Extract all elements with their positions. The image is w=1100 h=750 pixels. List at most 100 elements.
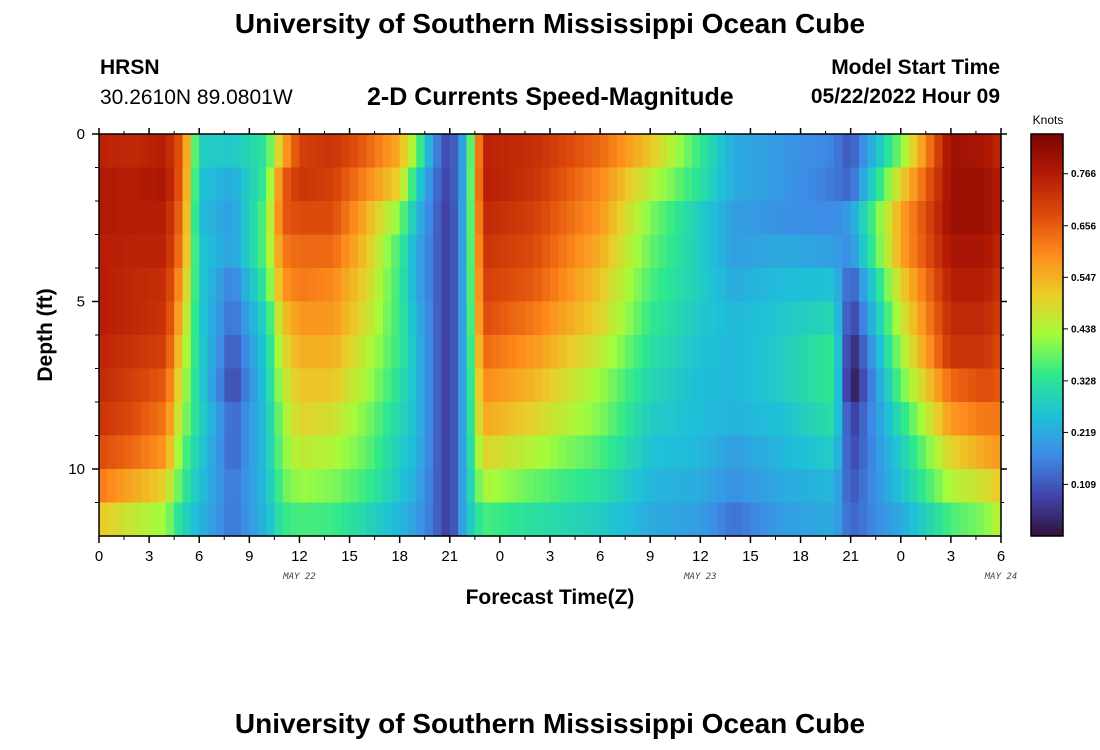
heatmap-cell [408, 301, 417, 336]
heatmap-cell [224, 435, 234, 470]
heatmap-cell [474, 469, 484, 504]
heatmap-cell [583, 335, 593, 370]
heatmap-cell [792, 469, 802, 504]
heatmap-cell [174, 335, 184, 370]
footer-title: University of Southern Mississippi Ocean… [234, 708, 866, 739]
heatmap-cell [207, 134, 217, 169]
heatmap-cell [875, 234, 885, 269]
heatmap-cell [717, 201, 726, 236]
heatmap-cell [215, 301, 225, 336]
heatmap-cell [149, 402, 159, 437]
heatmap-cell [975, 435, 985, 470]
heatmap-cell [591, 435, 601, 470]
heatmap-cell [583, 301, 593, 336]
heatmap-cell [758, 402, 768, 437]
heatmap-cell [299, 234, 309, 269]
heatmap-cell [917, 335, 927, 370]
heatmap-cell [483, 234, 493, 269]
heatmap-cell [274, 201, 284, 236]
heatmap-cell [725, 335, 735, 370]
heatmap-cell [533, 502, 543, 537]
heatmap-cell [499, 435, 509, 470]
heatmap-cell [758, 502, 768, 537]
heatmap-cell [708, 335, 718, 370]
heatmap-cell [449, 201, 459, 236]
heatmap-cell [508, 134, 518, 169]
heatmap-cell [833, 234, 843, 269]
heatmap-cell [984, 301, 994, 336]
heatmap-cell [132, 402, 142, 437]
heatmap-cell [466, 301, 476, 336]
heatmap-cell [934, 134, 944, 169]
heatmap-cell [750, 201, 760, 236]
heatmap-cell [449, 335, 459, 370]
heatmap-cell [299, 201, 309, 236]
heatmap-cell [474, 201, 484, 236]
heatmap-cell [399, 201, 409, 236]
heatmap-cell [132, 368, 142, 403]
heatmap-cell [767, 234, 777, 269]
heatmap-cell [833, 402, 843, 437]
heatmap-cell [575, 234, 585, 269]
heatmap-cell [307, 167, 317, 202]
heatmap-cell [391, 167, 401, 202]
heatmap-cell [474, 301, 484, 336]
heatmap-cell [374, 335, 384, 370]
heatmap-cell [474, 435, 484, 470]
heatmap-cell [725, 201, 735, 236]
heatmap-cell [625, 502, 635, 537]
x-tick-label: 18 [792, 548, 809, 565]
heatmap-cell [399, 502, 409, 537]
heatmap-cell [349, 134, 359, 169]
heatmap-cell [942, 402, 952, 437]
heatmap-cell [950, 301, 960, 336]
heatmap-cell [424, 134, 434, 169]
heatmap-cell [892, 301, 902, 336]
heatmap-cell [975, 469, 985, 504]
heatmap-cell [341, 167, 351, 202]
heatmap-cell [959, 435, 969, 470]
colorbar-ticks: 0.109 0.219 0.328 0.438 0.547 0.656 0.766 [1063, 169, 1096, 491]
x-tick-label: 9 [646, 548, 654, 565]
x-tick-label: 6 [195, 548, 203, 565]
heatmap-cell [600, 167, 610, 202]
heatmap-cell [859, 167, 868, 202]
heatmap-cell [833, 469, 843, 504]
heatmap-cell [808, 402, 818, 437]
heatmap-cell [274, 134, 284, 169]
heatmap-cell [449, 301, 459, 336]
heatmap-cell [984, 234, 994, 269]
heatmap-cell [758, 435, 768, 470]
heatmap-cell [366, 201, 376, 236]
heatmap-cell [717, 167, 726, 202]
heatmap-cell [115, 234, 125, 269]
heatmap-cell [850, 368, 860, 403]
heatmap-cell [625, 368, 635, 403]
heatmap-cell [324, 368, 334, 403]
heatmap-cell [683, 435, 693, 470]
heatmap-cell [107, 368, 117, 403]
heatmap-cell [691, 167, 701, 202]
heatmap-cell [775, 335, 785, 370]
heatmap-cell [408, 167, 417, 202]
heatmap-cell [107, 435, 117, 470]
heatmap-cell [316, 167, 326, 202]
heatmap-cell [767, 134, 777, 169]
heatmap-cell [424, 234, 434, 269]
heatmap-cell [575, 301, 585, 336]
heatmap-cell [349, 402, 359, 437]
heatmap-cell [215, 167, 225, 202]
heatmap-cell [758, 301, 768, 336]
heatmap-cell [257, 435, 267, 470]
heatmap-cell [207, 402, 217, 437]
heatmap-cell [783, 469, 793, 504]
heatmap-cell [867, 268, 877, 303]
heatmap-cell [558, 435, 568, 470]
heatmap-cell [917, 402, 927, 437]
heatmap-cell [892, 201, 902, 236]
heatmap-cell [842, 268, 852, 303]
heatmap-cell [349, 469, 359, 504]
heatmap-cell [132, 234, 142, 269]
heatmap-cell [975, 335, 985, 370]
heatmap-cell [516, 167, 526, 202]
